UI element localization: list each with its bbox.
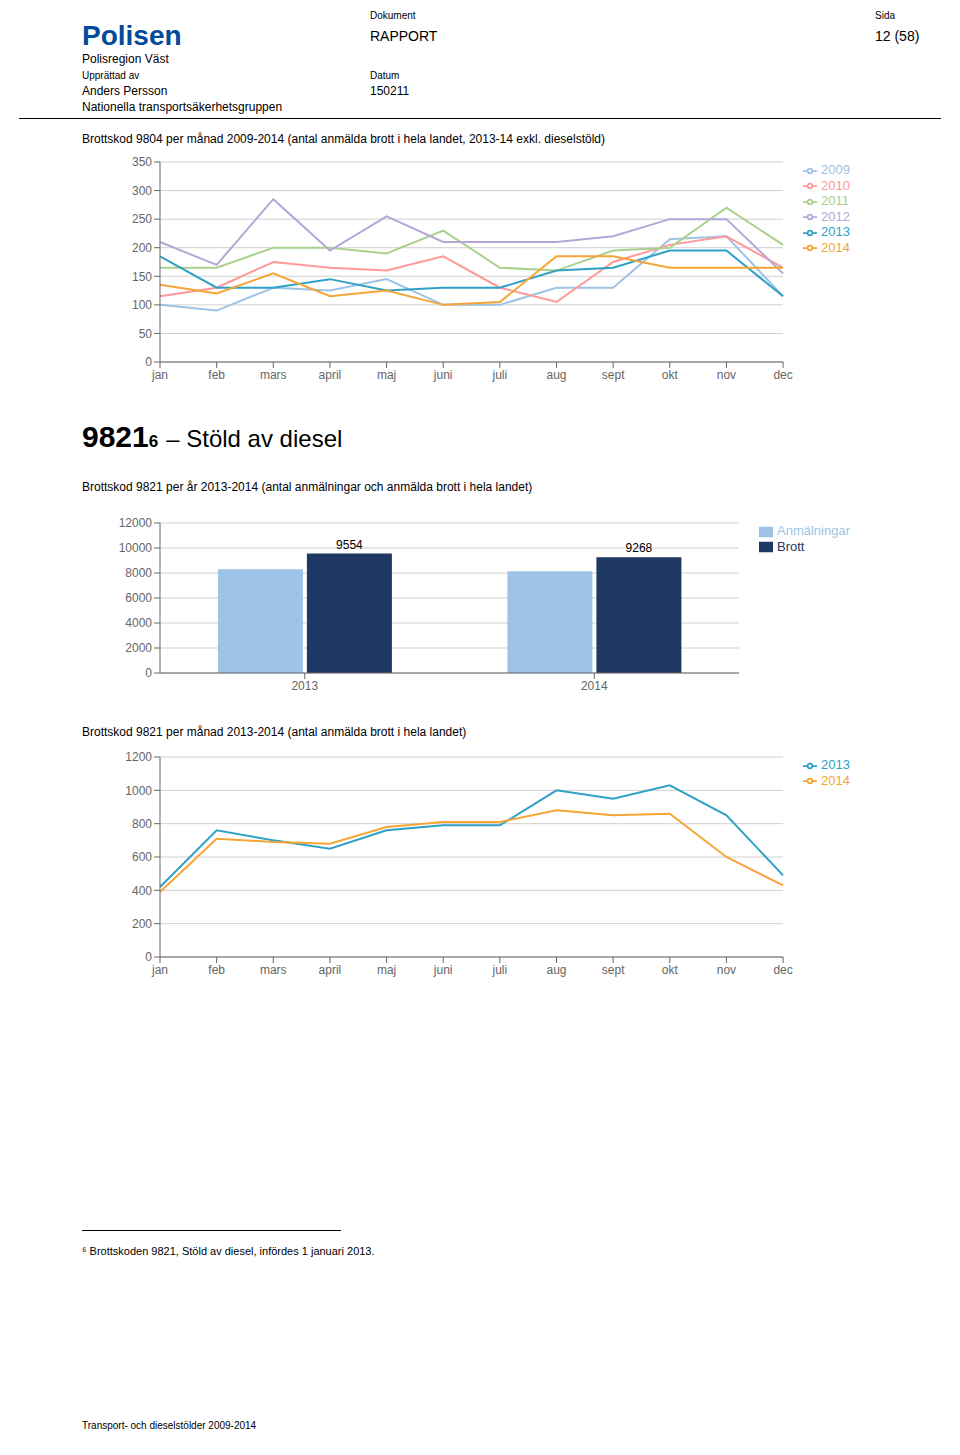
svg-text:6000: 6000 <box>125 591 152 605</box>
svg-text:jan: jan <box>151 963 168 977</box>
html-text:Brottskod 9821 per år 2013-201: Brottskod 9821 per år 2013-2014 (antal a… <box>82 480 533 494</box>
html-text:2011: 2011 <box>821 193 849 209</box>
html-text:2013: 2013 <box>821 757 850 772</box>
svg-text:12000: 12000 <box>119 516 153 530</box>
svg-text:300: 300 <box>132 184 152 198</box>
svg-text:0: 0 <box>145 950 152 964</box>
html-text:Anmälningar: Anmälningar <box>777 523 850 538</box>
html-text:2010: 2010 <box>821 177 850 193</box>
svg-text:2014: 2014 <box>581 679 608 693</box>
html-text:Transport- och dieselstölder 2: Transport- och dieselstölder 2009-2014 <box>82 1420 257 1431</box>
html-text:12 (58): 12 (58) <box>875 28 920 44</box>
svg-text:9268: 9268 <box>626 541 653 555</box>
svg-text:1000: 1000 <box>125 784 152 798</box>
svg-text:200: 200 <box>132 241 152 255</box>
svg-text:50: 50 <box>139 327 153 341</box>
svg-text:jan: jan <box>151 368 168 382</box>
svg-text:juli: juli <box>492 963 508 977</box>
svg-text:mars: mars <box>260 963 287 977</box>
html-text:⁶ Brottskoden 9821, Stöld av d: ⁶ Brottskoden 9821, Stöld av diesel, inf… <box>82 1245 375 1257</box>
svg-text:800: 800 <box>132 817 152 831</box>
svg-text:juni: juni <box>433 368 453 382</box>
svg-text:200: 200 <box>132 917 152 931</box>
svg-text:0: 0 <box>145 666 152 680</box>
html-text:2013: 2013 <box>821 224 850 240</box>
html-text:Nationella transportsäkerhetsg: Nationella transportsäkerhetsgruppen <box>82 100 283 114</box>
svg-text:150: 150 <box>132 270 152 284</box>
svg-text:100: 100 <box>132 298 152 312</box>
svg-text:feb: feb <box>208 368 225 382</box>
svg-text:aug: aug <box>546 963 566 977</box>
html-text:Polisregion Väst: Polisregion Väst <box>82 52 169 66</box>
svg-text:feb: feb <box>208 963 225 977</box>
html-text:2014: 2014 <box>821 239 850 255</box>
html-text:6 – Stöld av diesel: 6 – Stöld av diesel <box>148 425 343 452</box>
html-text:Polisen: Polisen <box>82 20 182 51</box>
svg-text:sept: sept <box>602 963 625 977</box>
html-text:9821: 9821 <box>82 420 149 453</box>
svg-text:400: 400 <box>132 884 152 898</box>
svg-text:0: 0 <box>145 355 152 369</box>
html-text:150211: 150211 <box>370 84 410 98</box>
html-text:Sida: Sida <box>875 10 895 21</box>
svg-text:maj: maj <box>377 963 396 977</box>
svg-text:okt: okt <box>662 368 679 382</box>
html-text:2012: 2012 <box>821 208 850 224</box>
svg-text:4000: 4000 <box>125 616 152 630</box>
html-text:Datum: Datum <box>370 70 400 81</box>
svg-text:juni: juni <box>433 963 453 977</box>
svg-text:nov: nov <box>717 368 736 382</box>
html-text:Dokument: Dokument <box>370 10 416 21</box>
svg-text:april: april <box>319 963 342 977</box>
svg-text:350: 350 <box>132 155 152 169</box>
html-text:Brottskod 9821 per månad 2013-: Brottskod 9821 per månad 2013-2014 (anta… <box>82 725 467 739</box>
svg-text:mars: mars <box>260 368 287 382</box>
svg-text:maj: maj <box>377 368 396 382</box>
html-text:Upprättad av: Upprättad av <box>82 70 140 81</box>
html-text:RAPPORT: RAPPORT <box>370 28 438 44</box>
svg-text:9554: 9554 <box>336 538 363 552</box>
svg-text:aug: aug <box>546 368 566 382</box>
svg-text:10000: 10000 <box>119 541 153 555</box>
html-text:2009: 2009 <box>821 162 850 177</box>
svg-text:april: april <box>319 368 342 382</box>
svg-text:nov: nov <box>717 963 736 977</box>
svg-text:juli: juli <box>492 368 508 382</box>
svg-text:250: 250 <box>132 212 152 226</box>
html-text:Anders Persson: Anders Persson <box>82 84 168 98</box>
html-text:Brott: Brott <box>777 538 805 554</box>
svg-text:2000: 2000 <box>125 641 152 655</box>
svg-text:sept: sept <box>602 368 625 382</box>
svg-text:8000: 8000 <box>125 566 152 580</box>
svg-text:2013: 2013 <box>291 679 318 693</box>
svg-text:okt: okt <box>662 963 679 977</box>
svg-text:dec: dec <box>773 368 792 382</box>
svg-text:dec: dec <box>773 963 792 977</box>
html-text:2014: 2014 <box>821 772 850 788</box>
svg-text:600: 600 <box>132 850 152 864</box>
svg-text:1200: 1200 <box>125 750 152 764</box>
html-text:Brottskod 9804 per månad 2009-: Brottskod 9804 per månad 2009-2014 (anta… <box>82 132 605 146</box>
